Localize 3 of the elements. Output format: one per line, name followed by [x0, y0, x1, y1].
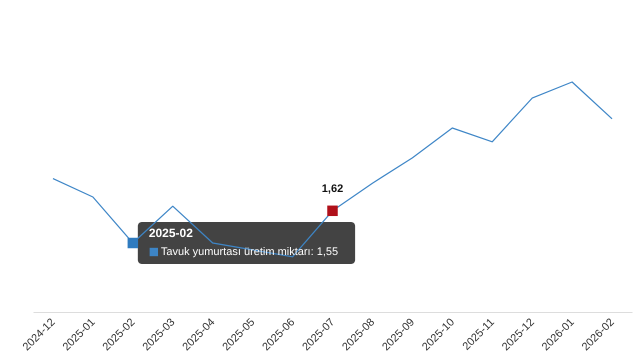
annotation: : 1,55 — [310, 246, 338, 258]
annotation: 1,62 — [322, 182, 344, 195]
annotation: 2025-02 — [148, 226, 194, 240]
